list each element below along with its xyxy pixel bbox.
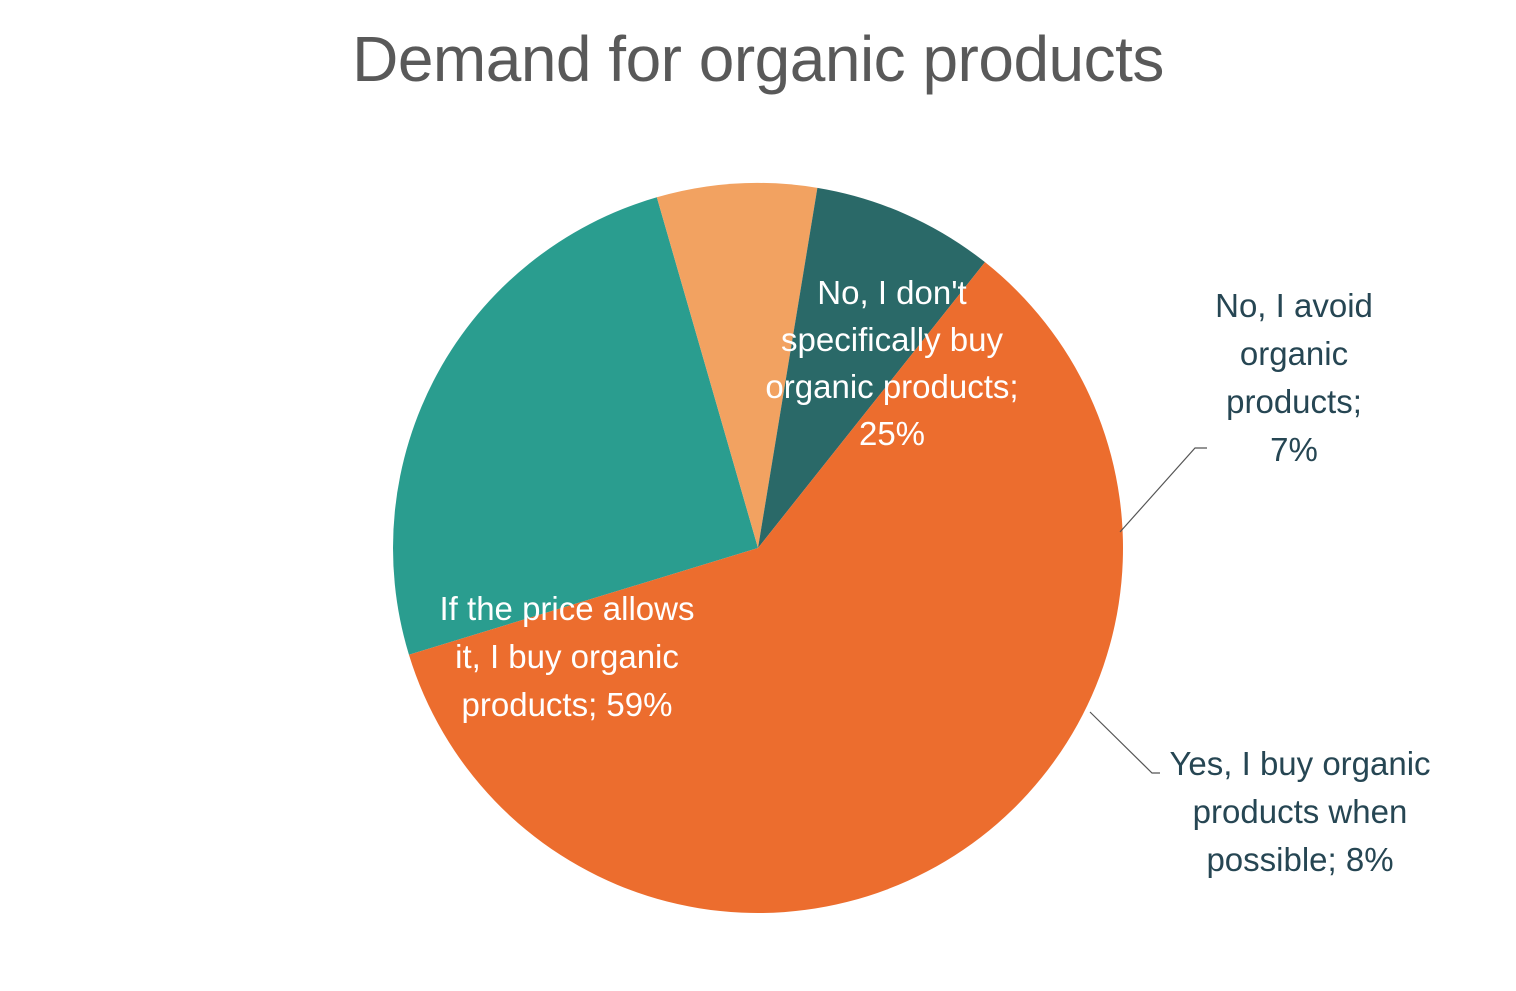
pie-slice-3 [758, 187, 985, 549]
leader-line-2 [1119, 447, 1207, 533]
slice-label-4: If the price allows it, I buy organic prod… [440, 590, 695, 723]
slice-label-line: 25% [859, 415, 925, 452]
slice-label-line: If the price allows [440, 590, 695, 627]
slice-label-2: No, I avoid organic products; 7% [1215, 287, 1373, 468]
slice-label-line: it, I buy organic [455, 638, 679, 675]
slice-label-1: No, I don't specifically buy organic produ… [765, 274, 1018, 452]
pie-slice-4 [408, 262, 1124, 914]
slice-label-line: products when [1193, 793, 1408, 830]
leader-line-3 [1089, 711, 1160, 774]
slice-label-line: possible; 8% [1206, 841, 1393, 878]
slice-label-line: 7% [1270, 431, 1318, 468]
slice-label-line: products; [1226, 383, 1362, 420]
slice-label-line: specifically buy [781, 321, 1003, 358]
slice-label-line: No, I don't [817, 274, 966, 311]
slice-label-line: products; 59% [462, 686, 673, 723]
slice-label-line: No, I avoid [1215, 287, 1373, 324]
slice-label-line: Yes, I buy organic [1169, 745, 1430, 782]
chart-title: Demand for organic products [352, 23, 1164, 95]
pie-slice-2 [656, 182, 818, 548]
slice-label-line: organic products; [765, 368, 1018, 405]
pie-slice-1 [393, 197, 758, 655]
slice-label-3: Yes, I buy organic products when possible;… [1169, 745, 1430, 878]
slice-label-line: organic [1240, 335, 1348, 372]
